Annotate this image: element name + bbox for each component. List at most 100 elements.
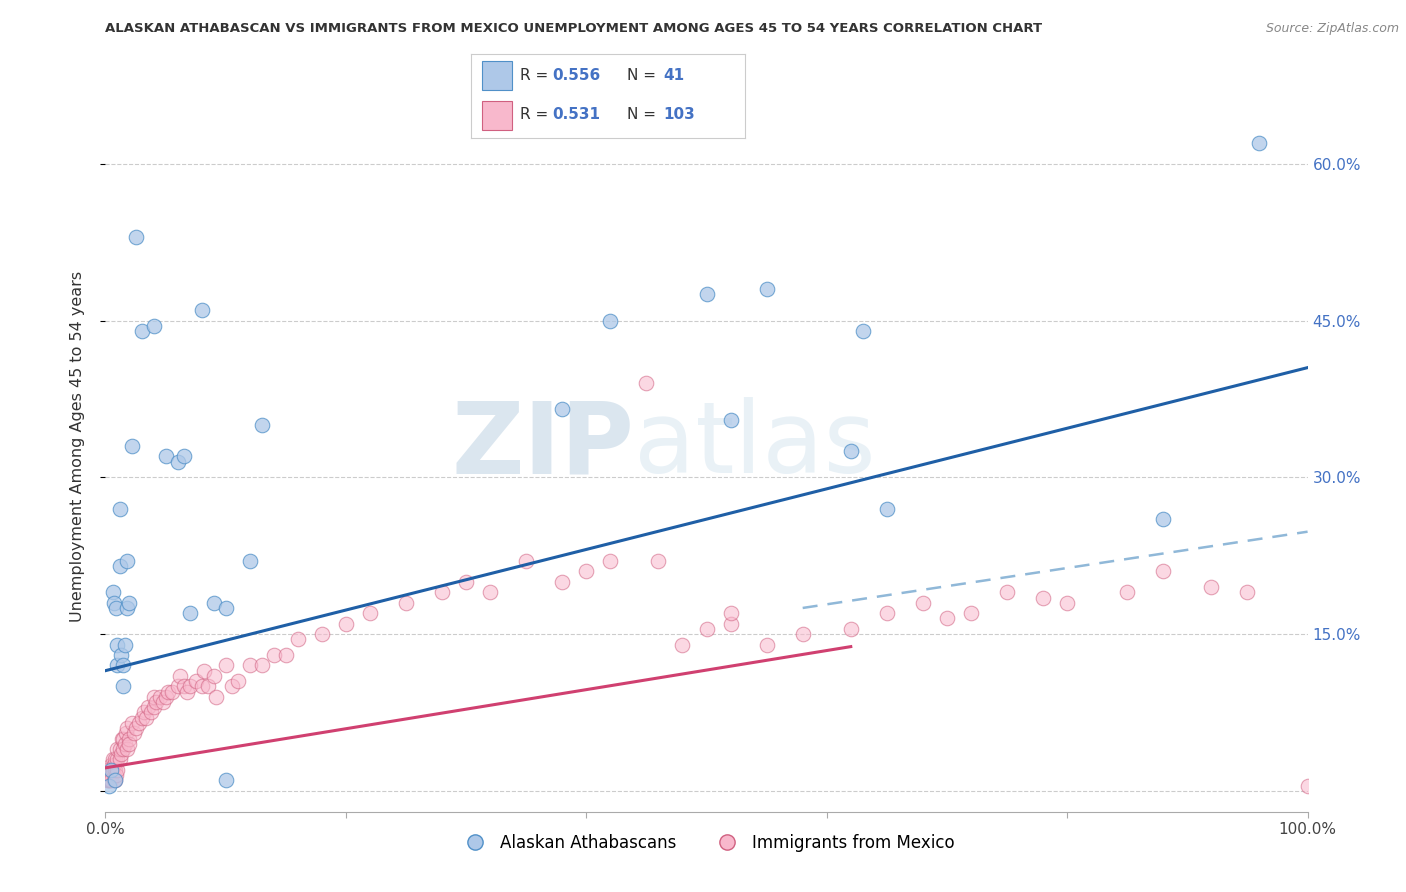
Point (97, 763, 120, 777)
Bar (482, 101, 512, 130)
Point (110, 648, 132, 662)
Point (115, 554, 138, 568)
Point (311, 627, 333, 641)
Point (100, 768, 122, 782)
Point (250, 658, 273, 673)
Point (104, 773, 127, 788)
Text: 41: 41 (664, 68, 685, 83)
Point (263, 648, 285, 662)
Point (118, 737, 141, 751)
Point (960, 606, 983, 620)
Point (104, 773, 127, 788)
Point (1032, 591, 1054, 605)
Point (108, 742, 131, 756)
Text: atlas: atlas (634, 398, 876, 494)
Point (173, 679, 195, 693)
Point (166, 679, 188, 693)
Point (1201, 580, 1223, 594)
Point (250, 418, 273, 433)
Point (184, 674, 207, 689)
Point (169, 669, 191, 683)
Point (193, 664, 215, 678)
Point (1152, 512, 1174, 526)
Point (115, 726, 138, 740)
Point (936, 611, 959, 625)
Text: 0.531: 0.531 (553, 107, 600, 122)
Point (1296, 779, 1319, 793)
Point (214, 658, 236, 673)
Point (755, 638, 778, 652)
Point (118, 731, 141, 746)
Point (755, 282, 778, 296)
Point (124, 726, 146, 740)
Point (214, 601, 236, 615)
Point (155, 450, 177, 464)
Point (239, 554, 262, 568)
Point (124, 721, 146, 735)
Point (197, 679, 219, 693)
Point (202, 669, 225, 683)
Point (107, 742, 129, 756)
Point (142, 700, 165, 714)
Point (479, 585, 502, 599)
Point (173, 450, 195, 464)
Point (115, 721, 138, 735)
Point (98, 773, 121, 788)
Text: 103: 103 (664, 107, 695, 122)
Point (148, 690, 170, 704)
Point (111, 731, 134, 746)
Point (112, 731, 135, 746)
Point (1236, 585, 1258, 599)
Text: ZIP: ZIP (451, 398, 634, 494)
Point (876, 501, 898, 516)
Point (551, 574, 574, 589)
Point (104, 752, 127, 766)
Point (696, 622, 718, 636)
Point (96, 773, 118, 788)
Point (190, 679, 212, 693)
Point (176, 684, 198, 698)
Point (98, 773, 121, 788)
Point (395, 596, 418, 610)
Point (274, 648, 297, 662)
Point (112, 679, 135, 693)
Point (100, 773, 122, 788)
Point (124, 230, 146, 244)
Point (142, 690, 165, 704)
Point (599, 313, 621, 327)
Point (179, 606, 201, 620)
Point (108, 501, 131, 516)
Text: N =: N = (627, 107, 661, 122)
Point (112, 658, 135, 673)
Text: R =: R = (520, 68, 554, 83)
Point (179, 679, 201, 693)
Point (128, 715, 150, 730)
Text: Source: ZipAtlas.com: Source: ZipAtlas.com (1265, 22, 1399, 36)
Point (160, 684, 183, 698)
Y-axis label: Unemployment Among Ages 45 to 54 years: Unemployment Among Ages 45 to 54 years (70, 270, 84, 622)
Point (205, 690, 228, 704)
Point (551, 402, 574, 417)
Point (202, 596, 225, 610)
Point (96, 763, 118, 777)
Legend: Alaskan Athabascans, Immigrants from Mexico: Alaskan Athabascans, Immigrants from Mex… (451, 827, 962, 858)
Point (101, 752, 124, 766)
Point (121, 715, 143, 730)
Point (121, 439, 143, 453)
Point (156, 684, 179, 698)
Point (995, 585, 1018, 599)
Point (430, 585, 453, 599)
Point (105, 601, 128, 615)
Point (110, 747, 132, 762)
Point (720, 616, 742, 631)
Point (136, 700, 159, 714)
Point (515, 554, 537, 568)
Point (114, 638, 136, 652)
Text: ALASKAN ATHABASCAN VS IMMIGRANTS FROM MEXICO UNEMPLOYMENT AMONG AGES 45 TO 54 YE: ALASKAN ATHABASCAN VS IMMIGRANTS FROM ME… (105, 22, 1043, 36)
Point (94, 772, 117, 786)
Bar (482, 62, 512, 90)
Point (647, 554, 669, 568)
Point (103, 596, 125, 610)
Point (101, 585, 124, 599)
Point (1116, 585, 1139, 599)
